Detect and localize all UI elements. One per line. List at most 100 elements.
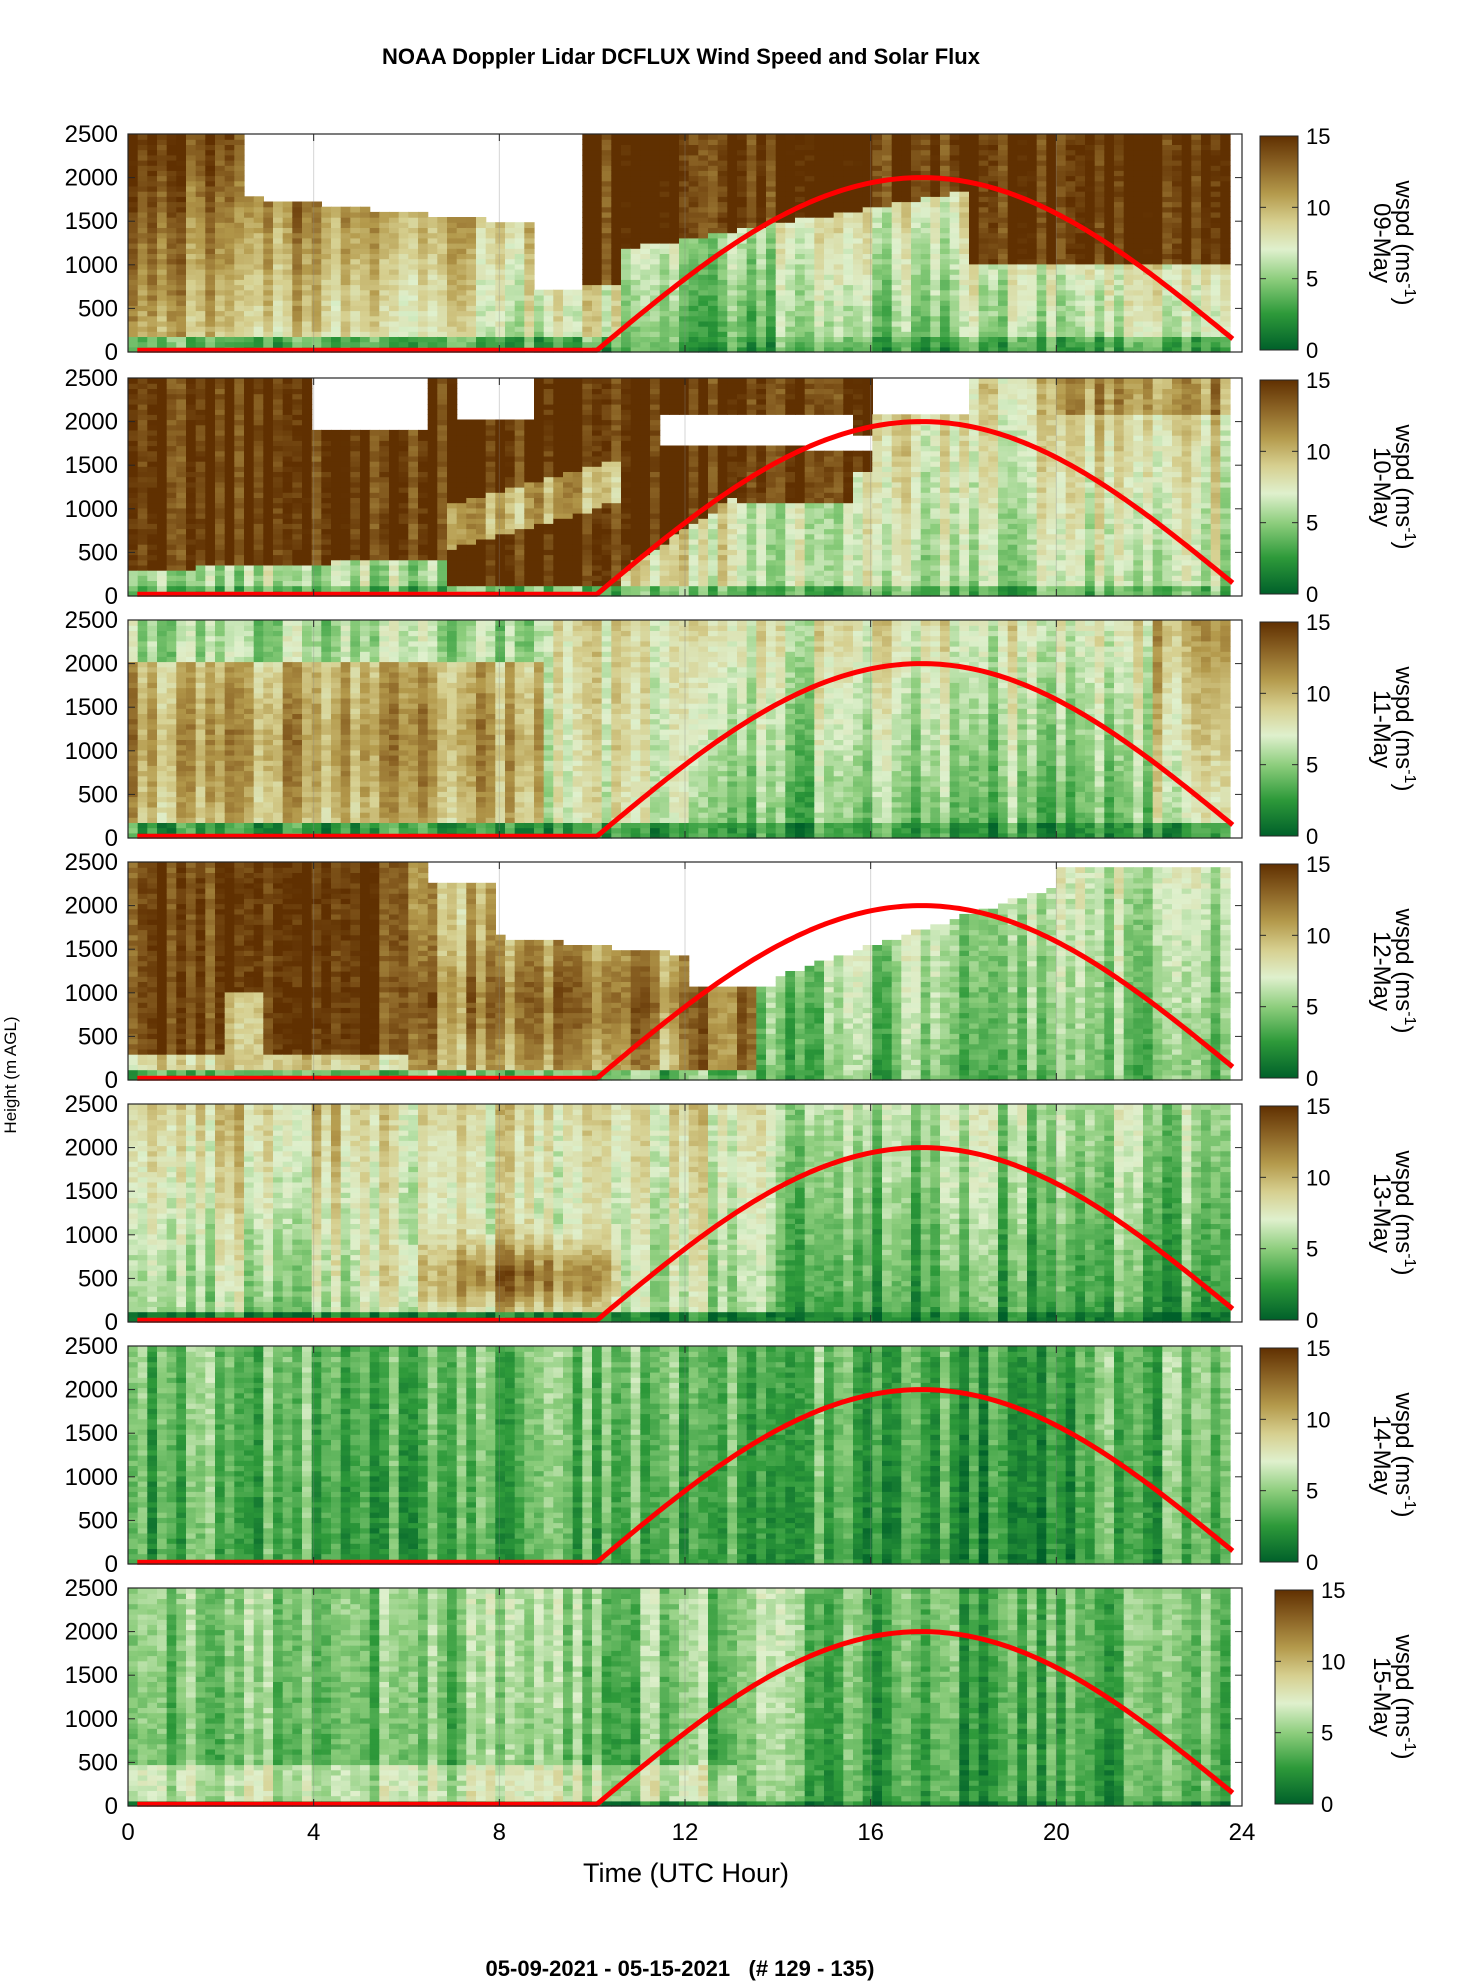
heatmap-cell — [1008, 331, 1018, 337]
heatmap-cell — [254, 326, 264, 332]
heatmap-cell — [737, 191, 747, 197]
heatmap-cell — [225, 311, 235, 317]
heatmap-cell — [650, 316, 660, 322]
heatmap-cell — [814, 181, 824, 187]
heatmap-cell — [650, 191, 660, 197]
heatmap-cell — [138, 233, 148, 239]
heatmap-cell — [998, 144, 1008, 150]
heatmap-cell — [196, 222, 206, 228]
heatmap-cell — [998, 243, 1008, 249]
heatmap-cell — [669, 295, 679, 301]
heatmap-cell — [389, 300, 399, 306]
heatmap-cell — [853, 326, 863, 332]
heatmap-cell — [727, 202, 737, 208]
heatmap-cell — [921, 139, 931, 145]
heatmap-cell — [1104, 269, 1114, 275]
heatmap-cell — [254, 305, 264, 311]
heatmap-cell — [582, 176, 592, 182]
heatmap-cell — [892, 238, 902, 244]
heatmap-cell — [292, 264, 302, 270]
heatmap-cell — [776, 191, 786, 197]
heatmap-cell — [408, 336, 418, 342]
heatmap-cell — [234, 186, 244, 192]
heatmap-cell — [824, 176, 834, 182]
heatmap-cell — [1037, 321, 1047, 327]
heatmap-cell — [1075, 311, 1085, 317]
heatmap-cell — [814, 321, 824, 327]
heatmap-cell — [998, 300, 1008, 306]
heatmap-cell — [708, 191, 718, 197]
heatmap-cell — [447, 217, 457, 223]
heatmap-cell — [602, 269, 612, 275]
heatmap-cell — [1075, 238, 1085, 244]
heatmap-cell — [669, 248, 679, 254]
heatmap-cell — [495, 222, 505, 228]
heatmap-cell — [147, 150, 157, 156]
heatmap-cell — [321, 274, 331, 280]
heatmap-cell — [882, 233, 892, 239]
heatmap-cell — [263, 248, 273, 254]
heatmap-cell — [1066, 150, 1076, 156]
heatmap-cell — [592, 311, 602, 317]
heatmap-cell — [863, 279, 873, 285]
heatmap-cell — [1095, 295, 1105, 301]
heatmap-cell — [1095, 155, 1105, 161]
heatmap-cell — [234, 259, 244, 265]
heatmap-cell — [795, 305, 805, 311]
heatmap-cell — [466, 300, 476, 306]
heatmap-cell — [331, 248, 341, 254]
heatmap-cell — [979, 233, 989, 239]
heatmap-cell — [679, 212, 689, 218]
heatmap-cell — [882, 336, 892, 342]
heatmap-cell — [863, 264, 873, 270]
heatmap-cell — [263, 243, 273, 249]
heatmap-cell — [843, 207, 853, 213]
heatmap-cell — [592, 321, 602, 327]
heatmap-cell — [979, 191, 989, 197]
heatmap-cell — [679, 259, 689, 265]
heatmap-cell — [921, 259, 931, 265]
heatmap-cell — [128, 155, 138, 161]
heatmap-cell — [1066, 331, 1076, 337]
heatmap-cell — [708, 279, 718, 285]
heatmap-cell — [679, 134, 689, 140]
heatmap-cell — [660, 248, 670, 254]
heatmap-cell — [205, 331, 215, 337]
heatmap-cell — [379, 243, 389, 249]
heatmap-cell — [679, 233, 689, 239]
heatmap-cell — [1037, 181, 1047, 187]
heatmap-cell — [689, 155, 699, 161]
heatmap-cell — [234, 165, 244, 171]
heatmap-cell — [244, 212, 254, 218]
heatmap-cell — [853, 279, 863, 285]
heatmap-cell — [244, 269, 254, 275]
heatmap-cell — [679, 191, 689, 197]
heatmap-cell — [408, 269, 418, 275]
heatmap-cell — [930, 144, 940, 150]
heatmap-cell — [834, 238, 844, 244]
heatmap-cell — [1085, 222, 1095, 228]
heatmap-cell — [215, 202, 225, 208]
heatmap-cell — [998, 181, 1008, 187]
heatmap-cell — [399, 279, 409, 285]
heatmap-cell — [901, 321, 911, 327]
heatmap-cell — [263, 295, 273, 301]
heatmap-cell — [196, 186, 206, 192]
heatmap-cell — [611, 264, 621, 270]
heatmap-cell — [225, 243, 235, 249]
heatmap-cell — [457, 259, 467, 265]
heatmap-cell — [785, 165, 795, 171]
heatmap-cell — [1066, 316, 1076, 322]
heatmap-cell — [911, 331, 921, 337]
heatmap-cell — [776, 186, 786, 192]
heatmap-cell — [244, 222, 254, 228]
heatmap-cell — [176, 316, 186, 322]
heatmap-cell — [138, 326, 148, 332]
heatmap-cell — [882, 243, 892, 249]
heatmap-cell — [708, 144, 718, 150]
heatmap-cell — [515, 316, 525, 322]
heatmap-cell — [776, 227, 786, 233]
heatmap-cell — [969, 259, 979, 265]
heatmap-cell — [186, 311, 196, 317]
